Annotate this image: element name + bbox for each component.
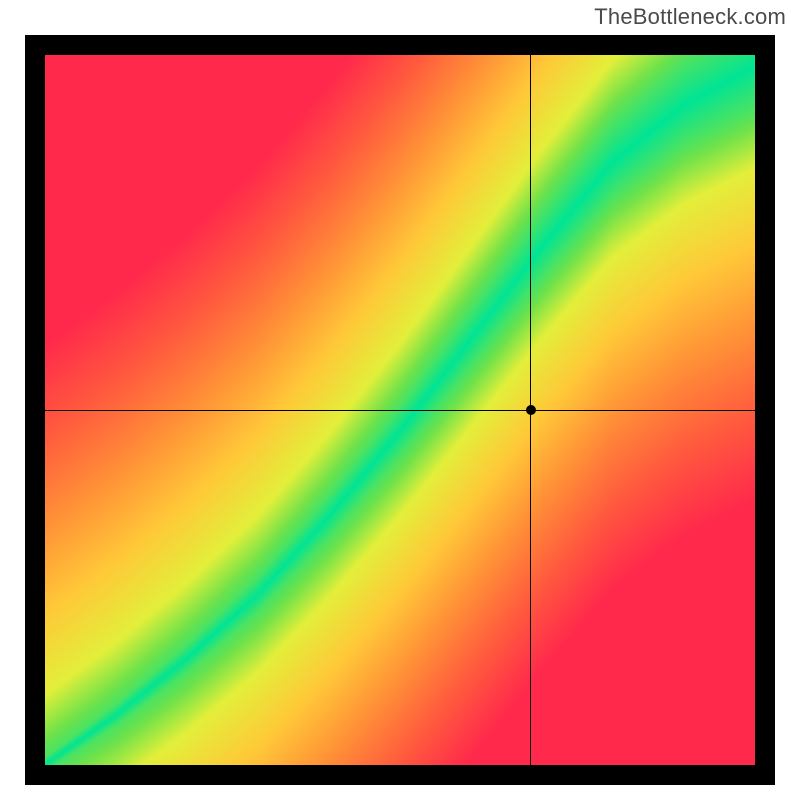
crosshair-marker-dot [526, 405, 536, 415]
chart-container: TheBottleneck.com [0, 0, 800, 800]
watermark-text: TheBottleneck.com [594, 4, 786, 30]
crosshair-horizontal [45, 410, 755, 411]
